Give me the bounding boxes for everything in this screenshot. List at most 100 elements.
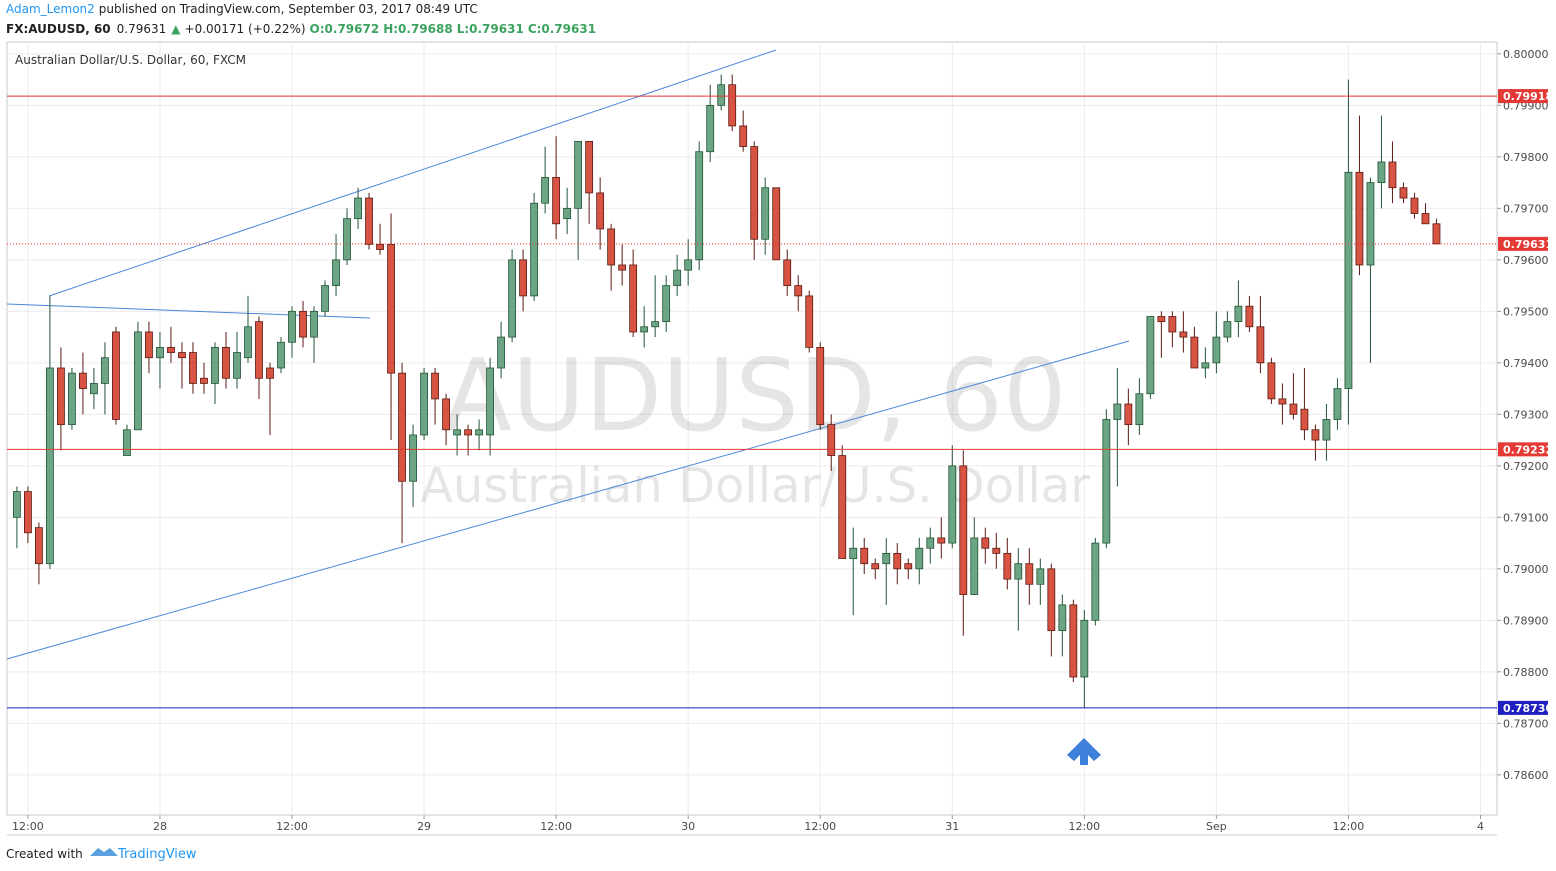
candle-body (134, 331, 142, 431)
ohlc-open: O:0.79672 (310, 22, 380, 36)
candle-body (431, 372, 439, 400)
y-tick-label: 0.79500 (1503, 305, 1549, 318)
candle-body (376, 243, 384, 250)
candle-body (453, 429, 461, 436)
candle-body (1080, 619, 1089, 678)
ohlc-close: C:0.79631 (528, 22, 596, 36)
candle-body (541, 177, 550, 204)
candle-body (35, 527, 43, 565)
candle-body (926, 537, 935, 549)
candle-body (1421, 213, 1430, 225)
candle-body (486, 367, 494, 436)
candle-body (1212, 336, 1221, 364)
candle-body (695, 151, 704, 261)
last-price: 0.79631 (117, 22, 167, 36)
candle-body (299, 310, 307, 338)
candle-body (211, 346, 219, 384)
x-tick-label: 12:00 (276, 820, 308, 833)
candle-body (585, 140, 594, 194)
candle-body (1333, 388, 1342, 420)
candle-body (1102, 419, 1111, 544)
candle-body (1124, 403, 1133, 426)
trend-line (48, 49, 777, 297)
price-level-badge (1498, 236, 1548, 251)
y-tick-label: 0.78600 (1503, 769, 1549, 782)
candle-body (739, 125, 748, 147)
candle-body (629, 264, 638, 333)
candle-body (354, 197, 362, 220)
candle-body (1168, 316, 1177, 333)
y-tick-label: 0.79800 (1503, 151, 1549, 164)
candle-body (816, 346, 825, 426)
candle-body (640, 326, 649, 333)
candle-body (607, 228, 616, 266)
candle-body (277, 341, 285, 369)
x-tick-label: 4 (1477, 820, 1484, 833)
published: published on TradingView.com, September … (99, 2, 478, 16)
candle-body (90, 383, 98, 395)
candle-body (398, 372, 406, 482)
candle-body (1223, 321, 1232, 338)
candle-body (1113, 403, 1122, 420)
candle-body (13, 491, 21, 518)
candle-body (1388, 161, 1397, 189)
candle-body (1135, 393, 1144, 426)
candle-body (321, 285, 329, 312)
y-tick-label: 0.80000 (1503, 48, 1549, 61)
candle-body (893, 552, 902, 570)
candle-body (1344, 171, 1353, 389)
candle-body (288, 310, 296, 343)
arrow-annotation (1067, 738, 1101, 765)
candle-body (750, 146, 759, 240)
y-tick-label: 0.79100 (1503, 511, 1549, 524)
candle-body (1003, 552, 1012, 580)
price-level-badge (1498, 700, 1548, 715)
x-tick-label: 12:00 (804, 820, 836, 833)
footer-brand[interactable]: TradingView (117, 847, 197, 862)
candle-body (838, 455, 847, 559)
candle-body (1267, 362, 1276, 400)
candle-body (365, 197, 373, 245)
candle-body (167, 346, 175, 353)
plot-area: 0.78600 0.78700 0.78800 0.78900 0.79000 0.791… (6, 41, 1553, 836)
candle-body (1058, 604, 1067, 632)
candle-body (310, 310, 318, 338)
candle-body (563, 207, 572, 220)
candle-body (244, 326, 252, 359)
author[interactable]: Adam_Lemon2 (6, 2, 95, 16)
candle-body (1322, 419, 1331, 441)
candle-body (959, 465, 968, 595)
candle-body (1069, 604, 1078, 678)
candle-body (1399, 187, 1408, 199)
y-tick-label: 0.79600 (1503, 254, 1549, 267)
candle-body (189, 352, 197, 384)
x-tick-label: 12:00 (540, 820, 572, 833)
candle-body (1146, 316, 1155, 395)
y-tick-label: 0.79000 (1503, 563, 1549, 576)
x-tick-label: 31 (945, 820, 959, 833)
candle-body (981, 537, 990, 549)
x-tick-label: 28 (153, 820, 167, 833)
candle-body (530, 202, 539, 297)
trend-line (6, 303, 371, 319)
candle-body (156, 346, 164, 359)
candle-body (871, 563, 880, 570)
candle-body (1410, 197, 1419, 214)
tradingview-logo (90, 848, 118, 856)
candle-body (145, 331, 153, 359)
candle-body (1036, 568, 1045, 585)
candle-body (222, 346, 230, 379)
change-arrow: ▲ (171, 22, 181, 36)
candle-body (992, 547, 1001, 554)
candle-body (519, 259, 528, 297)
candle-body (1091, 542, 1100, 621)
ohlc-low: L:0.79631 (457, 22, 524, 36)
watermark-subtitle: Australian Dollar/U.S. Dollar (420, 458, 1090, 514)
candle-body (24, 491, 32, 534)
y-tick-label: 0.79700 (1503, 202, 1549, 215)
candle-body (596, 192, 605, 230)
candle-body (409, 434, 417, 482)
candle-body (1289, 403, 1298, 415)
